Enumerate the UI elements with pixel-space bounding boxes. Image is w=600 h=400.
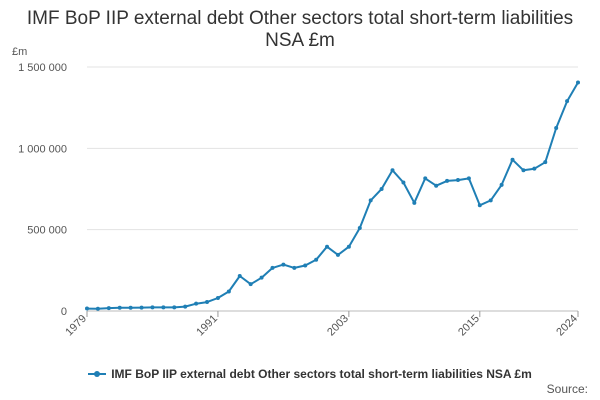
data-point bbox=[139, 305, 144, 310]
data-point bbox=[576, 80, 580, 85]
data-point bbox=[226, 289, 231, 294]
x-tick-label: 2003 bbox=[325, 313, 351, 339]
data-point bbox=[368, 198, 373, 203]
series-line bbox=[86, 81, 579, 310]
data-point bbox=[194, 301, 199, 306]
y-tick-label: 0 bbox=[61, 306, 67, 318]
data-point bbox=[434, 183, 439, 188]
data-point bbox=[543, 160, 548, 165]
x-tick-label: 1991 bbox=[194, 313, 220, 339]
data-point bbox=[106, 306, 111, 311]
x-tick-label: 1979 bbox=[63, 313, 89, 339]
data-point bbox=[161, 305, 166, 310]
data-point bbox=[205, 300, 210, 305]
data-point bbox=[270, 265, 275, 270]
data-point bbox=[379, 187, 384, 191]
data-point bbox=[357, 226, 362, 231]
data-point bbox=[488, 198, 493, 203]
data-point bbox=[455, 178, 460, 183]
legend-line-marker-icon bbox=[88, 369, 107, 379]
x-tick-label: 2015 bbox=[456, 313, 482, 339]
data-point bbox=[335, 252, 340, 257]
data-point bbox=[390, 168, 395, 173]
data-point bbox=[499, 182, 504, 187]
y-tick-label: 1 500 000 bbox=[18, 62, 67, 74]
data-point bbox=[423, 176, 428, 181]
data-point bbox=[346, 244, 351, 249]
data-point bbox=[412, 200, 417, 205]
data-point bbox=[292, 265, 297, 270]
data-point bbox=[259, 275, 264, 280]
legend-label: IMF BoP IIP external debt Other sectors … bbox=[111, 367, 532, 381]
chart-legend[interactable]: IMF BoP IIP external debt Other sectors … bbox=[30, 367, 590, 381]
data-point bbox=[554, 126, 559, 130]
data-point bbox=[532, 166, 537, 171]
data-point bbox=[521, 168, 526, 173]
data-point bbox=[510, 157, 515, 162]
data-point bbox=[183, 304, 188, 309]
data-point bbox=[565, 99, 570, 104]
data-point bbox=[445, 178, 450, 183]
data-point bbox=[128, 305, 133, 310]
data-point bbox=[117, 305, 122, 310]
data-point bbox=[325, 244, 330, 249]
data-point bbox=[281, 262, 286, 267]
y-tick-label: 500 000 bbox=[27, 225, 67, 237]
data-point bbox=[172, 305, 177, 310]
data-point bbox=[401, 180, 406, 185]
data-point bbox=[215, 295, 220, 300]
data-point bbox=[150, 305, 155, 310]
data-point bbox=[248, 282, 253, 287]
chart-title: IMF BoP IIP external debt Other sectors … bbox=[26, 8, 574, 51]
source-label: Source: bbox=[546, 382, 588, 396]
data-point bbox=[85, 306, 89, 311]
data-point bbox=[477, 203, 482, 208]
y-tick-label: 1 000 000 bbox=[18, 143, 67, 155]
data-point bbox=[314, 257, 319, 262]
x-tick-label: 2024 bbox=[554, 313, 580, 339]
y-axis-unit-label: £m bbox=[12, 46, 28, 58]
data-point bbox=[237, 274, 242, 279]
data-point bbox=[95, 306, 100, 311]
data-point bbox=[303, 263, 308, 268]
data-point bbox=[466, 176, 471, 181]
